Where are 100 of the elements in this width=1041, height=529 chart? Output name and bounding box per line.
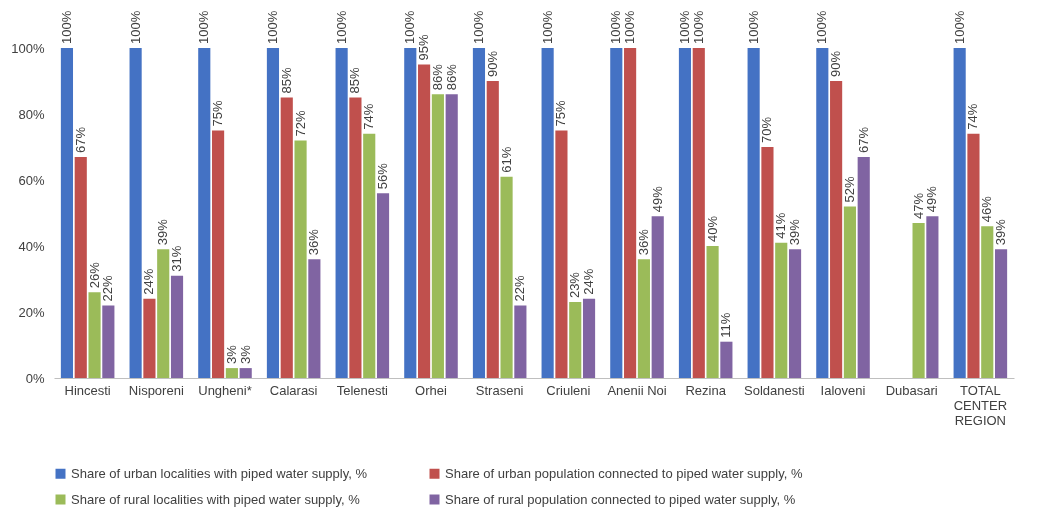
bar bbox=[706, 246, 719, 378]
bar bbox=[418, 64, 431, 378]
bar bbox=[775, 242, 788, 378]
x-tick-label: TOTAL CENTER REGION bbox=[953, 382, 1008, 428]
data-label: 85% bbox=[347, 67, 363, 94]
data-label: 39% bbox=[787, 218, 803, 246]
data-label: 75% bbox=[210, 100, 226, 127]
bar bbox=[816, 48, 829, 378]
data-label: 67% bbox=[72, 126, 88, 153]
x-tick-label: Dubasari bbox=[885, 382, 938, 398]
data-label: 24% bbox=[581, 268, 597, 295]
bar bbox=[157, 249, 170, 378]
x-tick-label: Telenesti bbox=[336, 382, 389, 398]
bar bbox=[967, 133, 980, 378]
data-label: 3% bbox=[237, 344, 253, 365]
data-label: 41% bbox=[773, 212, 789, 239]
bar bbox=[610, 48, 623, 378]
y-tick-label: 40% bbox=[18, 238, 45, 254]
data-label: 49% bbox=[649, 185, 665, 213]
data-label: 36% bbox=[306, 228, 322, 256]
bar bbox=[912, 222, 925, 378]
data-label: 56% bbox=[375, 162, 391, 190]
data-label: 100% bbox=[264, 10, 280, 44]
x-tick-label: Ungheni* bbox=[198, 382, 252, 398]
data-label: 100% bbox=[127, 10, 143, 44]
bar bbox=[349, 97, 362, 378]
data-label: 100% bbox=[608, 10, 624, 44]
legend-label: Share of urban localities with piped water supply, % bbox=[71, 465, 368, 481]
data-label: 70% bbox=[759, 116, 775, 143]
bar bbox=[788, 249, 802, 378]
bar bbox=[102, 305, 115, 378]
bar bbox=[363, 133, 376, 378]
data-label: 3% bbox=[223, 344, 239, 365]
legend-label: Share of rural localities with piped water supply, % bbox=[71, 491, 361, 507]
bar bbox=[198, 48, 211, 378]
y-tick-label: 20% bbox=[18, 304, 45, 320]
x-tick-label: Hincesti bbox=[64, 382, 111, 398]
legend-label: Share of urban population connected to piped water supply, % bbox=[445, 465, 803, 481]
y-tick-label: 60% bbox=[18, 172, 45, 188]
data-label: 39% bbox=[993, 218, 1009, 246]
data-label: 100% bbox=[951, 10, 967, 44]
y-tick-label: 0% bbox=[25, 370, 45, 386]
x-tick-label: Ialoveni bbox=[820, 382, 866, 398]
bar bbox=[555, 130, 568, 378]
data-label: 74% bbox=[361, 103, 377, 130]
data-label: 90% bbox=[484, 50, 500, 77]
bar bbox=[266, 48, 280, 378]
bar bbox=[720, 341, 733, 378]
x-tick-label: Straseni bbox=[475, 382, 524, 398]
bar bbox=[994, 249, 1008, 378]
data-label: 95% bbox=[416, 34, 432, 61]
bar bbox=[404, 48, 417, 378]
data-label: 86% bbox=[443, 63, 459, 91]
bar bbox=[294, 140, 307, 378]
bar bbox=[981, 226, 994, 378]
bar bbox=[445, 94, 458, 378]
x-tick-label: Nisporeni bbox=[128, 382, 184, 398]
bar bbox=[761, 147, 774, 378]
data-label: 39% bbox=[155, 218, 171, 246]
data-label: 100% bbox=[333, 10, 349, 44]
bar bbox=[431, 94, 444, 378]
x-tick-label: Calarasi bbox=[269, 382, 318, 398]
data-label: 86% bbox=[429, 63, 445, 91]
data-label: 100% bbox=[690, 10, 706, 44]
data-label: 85% bbox=[278, 67, 294, 94]
bar bbox=[60, 48, 74, 378]
data-label: 40% bbox=[704, 215, 720, 242]
data-label: 67% bbox=[855, 126, 871, 153]
data-label: 26% bbox=[86, 261, 102, 289]
data-label: 31% bbox=[169, 245, 185, 272]
data-label: 46% bbox=[979, 195, 995, 223]
x-tick-label: Anenii Noi bbox=[607, 382, 667, 398]
data-label: 72% bbox=[292, 109, 308, 137]
data-label: 100% bbox=[814, 10, 830, 44]
data-label: 36% bbox=[635, 228, 651, 256]
bar bbox=[514, 305, 527, 378]
bar bbox=[170, 275, 184, 378]
x-tick-label: Soldanesti bbox=[743, 382, 805, 398]
bar bbox=[335, 48, 348, 378]
x-tick-label: Criuleni bbox=[546, 382, 591, 398]
bar bbox=[129, 48, 142, 378]
data-label: 22% bbox=[100, 274, 116, 302]
data-label: 75% bbox=[553, 100, 569, 127]
data-label: 61% bbox=[498, 146, 514, 173]
bar bbox=[472, 48, 486, 378]
data-label: 24% bbox=[141, 268, 157, 295]
data-label: 90% bbox=[828, 50, 844, 77]
bar bbox=[280, 97, 293, 378]
data-label: 23% bbox=[567, 271, 583, 299]
bar bbox=[88, 292, 101, 378]
bar bbox=[953, 48, 966, 378]
data-label: 11% bbox=[718, 312, 734, 338]
data-label: 52% bbox=[841, 175, 857, 203]
data-label: 100% bbox=[622, 10, 638, 44]
x-tick-label: Orhei bbox=[415, 382, 447, 398]
data-label: 100% bbox=[676, 10, 692, 44]
bar bbox=[376, 193, 390, 378]
bar bbox=[541, 48, 554, 378]
data-label: 49% bbox=[924, 185, 940, 213]
data-label: 100% bbox=[196, 10, 212, 44]
